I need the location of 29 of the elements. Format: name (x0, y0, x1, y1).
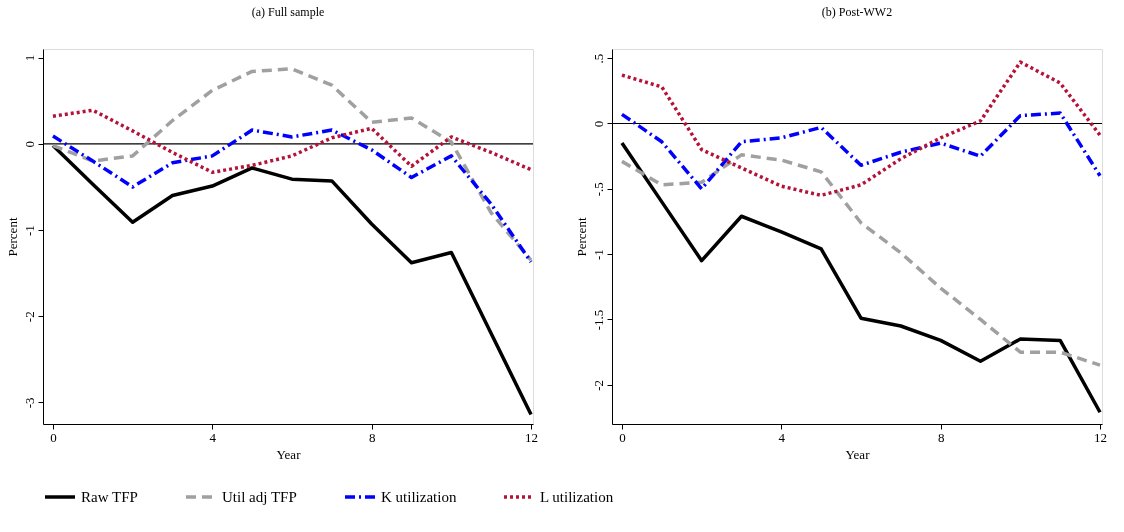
y-axis-title: Percent (573, 217, 589, 257)
legend-label: K utilization (381, 489, 457, 505)
x-tick-label: 12 (525, 429, 539, 445)
y-tick-label: -2 (21, 311, 37, 323)
x-tick-label: 4 (209, 429, 217, 445)
y-axis-title: Percent (4, 217, 20, 257)
x-tick-label: 12 (1094, 429, 1108, 445)
y-tick-label: 0 (21, 141, 37, 148)
y-tick-label: -3 (21, 397, 37, 409)
y-tick-label: 1 (21, 54, 37, 62)
legend-label: L utilization (540, 489, 614, 505)
y-tick-label: -1 (590, 249, 606, 261)
chart-title: (b) Post-WW2 (821, 5, 893, 19)
y-tick-label: -2 (590, 379, 606, 391)
y-tick-label: .5 (590, 53, 606, 64)
x-tick-label: 0 (619, 429, 626, 445)
y-tick-label: 0 (590, 120, 606, 128)
legend-label: Util adj TFP (222, 489, 297, 505)
x-tick-label: 4 (778, 429, 786, 445)
x-axis-title: Year (845, 446, 871, 462)
x-tick-label: 8 (368, 429, 376, 445)
chart-title: (a) Full sample (251, 5, 325, 19)
legend-label: Raw TFP (81, 489, 138, 505)
y-tick-label: -1.5 (590, 309, 606, 331)
x-tick-label: 8 (937, 429, 945, 445)
y-tick-label: -.5 (590, 182, 606, 197)
x-axis-title: Year (276, 446, 302, 462)
x-tick-label: 0 (50, 429, 57, 445)
y-tick-label: -1 (21, 225, 37, 236)
